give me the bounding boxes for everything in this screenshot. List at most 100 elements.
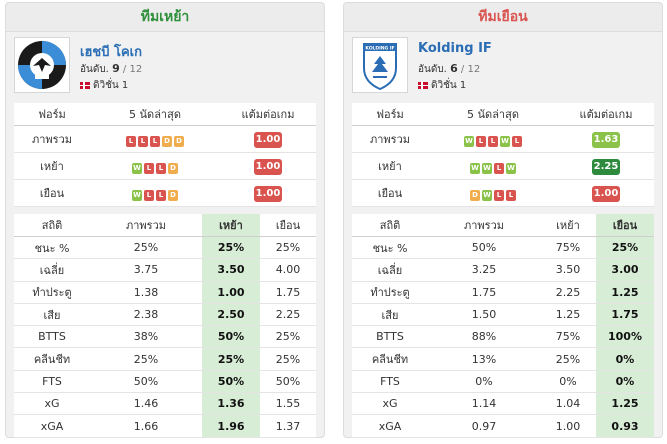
result-badge[interactable]: W [506, 162, 516, 174]
result-badge[interactable]: L [488, 135, 498, 147]
stat-away: 100% [596, 325, 654, 349]
result-badge[interactable]: W [470, 162, 480, 174]
stat-home: 2.50 [202, 303, 260, 327]
ppg-cell: 1.00 [558, 179, 654, 207]
result-badge[interactable]: L [476, 135, 486, 147]
denmark-flag-icon [418, 81, 428, 89]
stats-row: เสีย 1.50 1.25 1.75 [352, 303, 654, 327]
result-badge[interactable]: L [144, 189, 154, 201]
stat-home: 3.50 [202, 258, 260, 282]
stat-home: 1.00 [202, 281, 260, 304]
stat-label: คลีนชีท [352, 347, 428, 371]
result-badge[interactable]: L [494, 189, 504, 201]
stat-overall: 0% [428, 370, 540, 394]
result-badge[interactable]: W [500, 135, 510, 147]
result-badge[interactable]: D [470, 189, 480, 201]
stats-header: สถิติ [352, 214, 428, 237]
stats-row: xG 1.14 1.04 1.25 [352, 392, 654, 416]
away-team-name-link[interactable]: Kolding IF [418, 41, 492, 56]
result-badge[interactable]: L [156, 162, 166, 174]
result-badge[interactable]: W [132, 189, 142, 201]
denmark-flag-icon [80, 81, 90, 89]
result-badge[interactable]: L [144, 162, 154, 174]
result-badge[interactable]: L [506, 189, 516, 201]
result-badge[interactable]: L [150, 135, 160, 147]
stat-home: 75% [540, 325, 596, 349]
stat-away: 4.00 [260, 258, 316, 282]
home-league-name: ดิวิชั่น 1 [93, 80, 129, 91]
away-team-logo: KOLDING IF [352, 37, 408, 93]
stat-away: 25% [260, 236, 316, 260]
result-badge[interactable]: D [168, 189, 178, 201]
stat-overall: 25% [90, 236, 202, 260]
result-badge[interactable]: W [482, 162, 492, 174]
stat-overall: 1.75 [428, 281, 540, 304]
stat-label: ทำประตู [14, 281, 90, 304]
away-stats-table: สถิติ ภาพรวม เหย้า เยือน ชนะ % 50% 75% 25% เ… [352, 214, 654, 438]
ppg-badge: 1.63 [592, 131, 620, 148]
stat-label: xG [352, 392, 428, 416]
home-team-panel: ทีมเหย้า เฮชบี โคเก อันดับ. 9 / 12 ดิวิช… [5, 2, 325, 438]
stat-overall: 25% [90, 347, 202, 371]
stat-away: 0.93 [596, 414, 654, 438]
stat-away: 2.25 [260, 303, 316, 327]
form-row-label: เยือน [352, 179, 428, 207]
home-rank: อันดับ. 9 / 12 [80, 62, 142, 77]
stat-away: 1.25 [596, 392, 654, 416]
form-row: ภาพรวม W L L W L 1.63 [352, 125, 654, 153]
stats-header: สถิติ [14, 214, 90, 237]
stats-row: ทำประตู 1.38 1.00 1.75 [14, 281, 316, 304]
away-col-header: เยือน [260, 214, 316, 237]
stat-label: เฉลี่ย [14, 258, 90, 282]
stat-home: 1.25 [540, 303, 596, 327]
stat-away: 1.55 [260, 392, 316, 416]
away-team-panel: ทีมเยือน KOLDING IF Kolding IF อันดับ. 6… [343, 2, 663, 438]
result-badge[interactable]: W [464, 135, 474, 147]
stat-label: เสีย [14, 303, 90, 327]
away-form-table: ฟอร์ม 5 นัดล่าสุด แต้มต่อเกม ภาพรวม W L L W L… [352, 103, 654, 207]
stat-label: ชนะ % [14, 236, 90, 260]
stats-row: ชนะ % 25% 25% 25% [14, 236, 316, 260]
result-badge[interactable]: L [156, 189, 166, 201]
home-team-name-link[interactable]: เฮชบี โคเก [80, 45, 142, 60]
stat-away: 1.75 [596, 303, 654, 327]
result-badge[interactable]: D [174, 135, 184, 147]
overall-header: ภาพรวม [428, 214, 540, 237]
stat-overall: 13% [428, 347, 540, 371]
result-badge[interactable]: L [126, 135, 136, 147]
stats-row: ชนะ % 50% 75% 25% [352, 236, 654, 260]
stats-row: เฉลี่ย 3.25 3.50 3.00 [352, 258, 654, 282]
result-badge[interactable]: L [512, 135, 522, 147]
result-badge[interactable]: L [138, 135, 148, 147]
ppg-badge: 2.25 [592, 158, 620, 175]
stat-away: 0% [596, 347, 654, 371]
ppg-cell: 2.25 [558, 152, 654, 180]
result-badge[interactable]: D [162, 135, 172, 147]
stat-home: 25% [202, 236, 260, 260]
stats-row: xG 1.46 1.36 1.55 [14, 392, 316, 416]
stat-home: 1.00 [540, 414, 596, 438]
result-badge[interactable]: W [132, 162, 142, 174]
stat-label: คลีนชีท [14, 347, 90, 371]
form-row-label: ภาพรวม [352, 125, 428, 153]
result-badge[interactable]: L [494, 162, 504, 174]
stat-overall: 88% [428, 325, 540, 349]
stat-home: 1.36 [202, 392, 260, 416]
form-row-label: เหย้า [14, 152, 90, 180]
form-row: ภาพรวม L L L D D 1.00 [14, 125, 316, 153]
form-row-label: เหย้า [352, 152, 428, 180]
stat-away: 3.00 [596, 258, 654, 282]
result-badge[interactable]: D [168, 162, 178, 174]
away-league: ดิวิชั่น 1 [418, 78, 466, 93]
stat-home: 0% [540, 370, 596, 394]
result-badge[interactable]: W [482, 189, 492, 201]
home-rank-label: อันดับ. [80, 64, 109, 75]
stat-label: BTTS [352, 325, 428, 349]
stat-away: 1.75 [260, 281, 316, 304]
ppg-badge: 1.00 [254, 131, 282, 148]
